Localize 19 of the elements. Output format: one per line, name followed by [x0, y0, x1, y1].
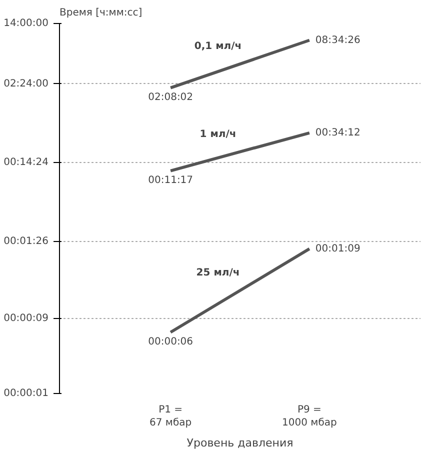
series-label: 0,1 мл/ч: [194, 41, 242, 52]
y-tick-label: 00:00:09: [4, 312, 49, 324]
data-label: 00:11:17: [148, 174, 194, 186]
y-tick-label: 02:24:00: [4, 78, 49, 90]
data-label: 02:08:02: [148, 92, 194, 103]
series-label: 25 мл/ч: [196, 268, 240, 279]
data-label: 00:00:06: [148, 336, 194, 348]
y-tick-label: 00:01:26: [4, 236, 49, 247]
data-label: 00:34:12: [315, 127, 360, 138]
y-axis-title: Время [ч:мм:сс]: [60, 8, 142, 18]
data-label: 08:34:26: [315, 34, 360, 46]
y-tick-label: 14:00:00: [4, 18, 49, 29]
x-tick-label: P1 = 67 мбар: [150, 404, 192, 429]
y-tick-label: 00:14:24: [4, 156, 49, 168]
x-tick-label: P9 = 1000 мбар: [282, 404, 337, 429]
data-label: 00:01:09: [315, 243, 360, 254]
y-tick-label: 00:00:01: [4, 388, 49, 399]
series-label: 1 мл/ч: [200, 128, 236, 140]
x-axis-title: Уровень давления: [186, 436, 294, 450]
